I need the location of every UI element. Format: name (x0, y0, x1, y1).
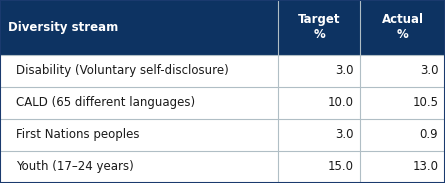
Text: Target
%: Target % (298, 13, 340, 42)
Text: 0.9: 0.9 (420, 128, 438, 141)
Text: 10.5: 10.5 (413, 96, 438, 109)
Text: Diversity stream: Diversity stream (8, 21, 118, 34)
Text: 3.0: 3.0 (335, 64, 354, 77)
Bar (0, 0, 445, 55)
Text: Disability (Voluntary self-disclosure): Disability (Voluntary self-disclosure) (16, 64, 228, 77)
Bar (0, 55, 445, 87)
Bar (0, 119, 445, 151)
Text: 13.0: 13.0 (413, 160, 438, 173)
Text: First Nations peoples: First Nations peoples (16, 128, 139, 141)
Text: 15.0: 15.0 (328, 160, 354, 173)
Bar (0, 151, 445, 183)
Bar (0, 87, 445, 119)
Text: Youth (17–24 years): Youth (17–24 years) (16, 160, 134, 173)
Text: 10.0: 10.0 (328, 96, 354, 109)
Text: 3.0: 3.0 (335, 128, 354, 141)
Text: CALD (65 different languages): CALD (65 different languages) (16, 96, 195, 109)
Text: Actual
%: Actual % (382, 13, 424, 42)
Text: 3.0: 3.0 (420, 64, 438, 77)
